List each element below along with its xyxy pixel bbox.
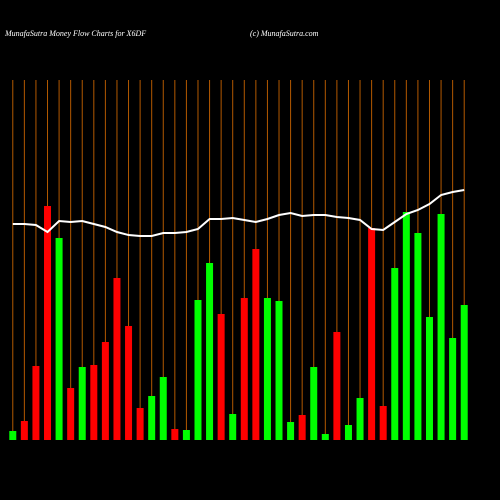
bar — [44, 206, 52, 440]
bar — [449, 338, 457, 440]
bar — [263, 298, 271, 440]
bar — [391, 268, 399, 440]
money-flow-line — [12, 189, 465, 237]
bar — [460, 305, 468, 440]
bar — [32, 366, 40, 440]
bar — [368, 228, 376, 440]
bar — [356, 398, 364, 440]
bar — [194, 300, 202, 440]
bar — [182, 430, 190, 440]
bar — [425, 317, 433, 440]
bar — [67, 388, 75, 440]
bar — [344, 425, 352, 440]
bar — [78, 367, 86, 440]
bar — [159, 377, 167, 440]
bar — [275, 301, 283, 440]
bar — [321, 434, 329, 440]
bar — [240, 298, 248, 440]
bar — [90, 365, 98, 440]
chart-subtitle: (c) MunafaSutra.com — [250, 29, 319, 38]
bar — [287, 422, 295, 440]
bar — [217, 314, 225, 440]
bar — [333, 332, 341, 440]
bar — [414, 233, 422, 440]
bar — [113, 278, 121, 440]
bar — [136, 408, 144, 440]
bar — [310, 367, 318, 440]
bar — [9, 431, 17, 440]
bar — [171, 429, 179, 440]
chart-title: MunafaSutra Money Flow Charts for X6DF — [4, 29, 146, 38]
bar — [402, 212, 410, 440]
bar — [55, 238, 63, 440]
bar — [20, 421, 28, 440]
bar — [148, 396, 156, 440]
bar — [206, 263, 214, 440]
bar — [379, 406, 387, 440]
bar — [298, 415, 306, 440]
bar — [229, 414, 237, 440]
bar — [252, 249, 260, 440]
bar — [101, 342, 109, 440]
bar — [437, 214, 445, 440]
bar — [125, 326, 133, 440]
